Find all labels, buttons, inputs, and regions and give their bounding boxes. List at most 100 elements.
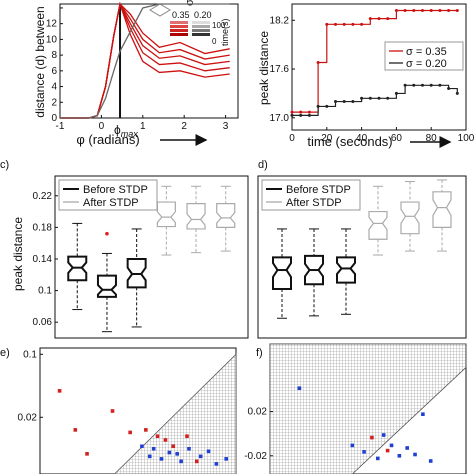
panel-a-xlabel: φ (radians) bbox=[76, 132, 139, 147]
panel-a-xtick-label: 3 bbox=[223, 121, 229, 132]
panel-b-xlabel: time (seconds) bbox=[307, 134, 392, 149]
panel-c-ytick-label: 0.06 bbox=[33, 317, 53, 328]
panel-e-blue-point bbox=[198, 454, 203, 459]
panel-b-series-point bbox=[334, 22, 337, 26]
panel-f-blue-point bbox=[428, 459, 433, 463]
panel-a-frame bbox=[59, 3, 239, 119]
panel-b-series-point bbox=[421, 9, 424, 13]
panel-f-blue-point bbox=[421, 412, 425, 416]
panel-d-frame bbox=[257, 175, 467, 339]
panel-b-series-point bbox=[299, 113, 303, 117]
inset-red-swatch-4 bbox=[170, 33, 188, 36]
panel-e-red-point bbox=[155, 434, 160, 438]
panel-c-label: c) bbox=[0, 159, 9, 171]
panel-b-series-point bbox=[342, 100, 346, 104]
panel-c-ytick-label: 0.18 bbox=[33, 222, 53, 233]
panel-c-ylabel: peak distance bbox=[11, 217, 25, 291]
panel-f-blue-point bbox=[397, 454, 402, 458]
panel-e-blue-point bbox=[159, 457, 164, 461]
panel-a-line-chart: distance (d) between φ (radians) 0.35 0.… bbox=[33, 0, 239, 147]
panel-d-box bbox=[336, 256, 356, 284]
panel-b-series-point bbox=[377, 96, 381, 100]
inset-gray-swatch-2 bbox=[192, 25, 210, 28]
panel-b-ytick-label: 17.0 bbox=[270, 113, 290, 124]
panel-b-series-point bbox=[455, 9, 459, 13]
panel-b-xtick-label: 0 bbox=[289, 133, 295, 144]
panel-a-ytick-label: 8 bbox=[51, 50, 57, 61]
panel-c-legend-entry: Before STDP bbox=[83, 184, 148, 196]
panel-a-ytick-label: 4 bbox=[51, 82, 57, 93]
panel-b-legend-entry: σ = 0.35 bbox=[406, 46, 447, 58]
panel-b-series-point bbox=[386, 17, 390, 21]
panel-e-red-point bbox=[110, 409, 115, 413]
inset-red-swatch-3 bbox=[170, 29, 188, 32]
panel-a-ytick-label: 0 bbox=[51, 113, 57, 124]
inset-time-tick-2: 0 bbox=[212, 37, 217, 46]
panel-d-box bbox=[272, 256, 292, 291]
panel-b-series-point bbox=[455, 91, 459, 95]
panel-f-ytick-label: -0.02 bbox=[244, 451, 267, 462]
panel-d-legend-entry: After STDP bbox=[286, 197, 342, 209]
inset-time-tick-1: 100 bbox=[212, 21, 226, 30]
inset-sigma-value-2: 0.20 bbox=[194, 10, 212, 20]
panel-b-legend-box bbox=[384, 41, 464, 71]
panel-e-red-point bbox=[128, 430, 132, 435]
panel-a-ytick-label: 6 bbox=[51, 66, 57, 77]
panel-e-red-point bbox=[195, 459, 199, 464]
panel-f-blue-point bbox=[362, 450, 366, 454]
panel-b-series-point bbox=[412, 83, 416, 87]
panel-c-box bbox=[186, 203, 206, 230]
panel-c-outlier bbox=[105, 231, 109, 236]
panel-a-xtick-label: 1 bbox=[140, 121, 146, 132]
panel-b-series-line bbox=[292, 84, 458, 116]
panel-f-blue-point bbox=[405, 446, 409, 450]
panel-c-box bbox=[96, 274, 117, 298]
panel-a-inset-legend: 0.35 0.20 σ time(s) 100 0 bbox=[149, 0, 230, 46]
inset-sigma-value-1: 0.35 bbox=[172, 10, 190, 20]
panel-b-line-chart: peak distance time (seconds) 0 20 40 60 80 10… bbox=[257, 3, 474, 149]
panel-f-blue-point bbox=[350, 443, 355, 448]
panel-a-xtick-label: 2 bbox=[181, 121, 187, 132]
panel-e-blue-point bbox=[140, 444, 144, 449]
panel-f-blue-point bbox=[389, 443, 394, 448]
inset-gray-swatch-1 bbox=[192, 21, 210, 24]
panel-a-ylabel: distance (d) between bbox=[33, 6, 47, 117]
panel-b-series-point bbox=[307, 110, 311, 114]
panel-b-ytick-label: 18.2 bbox=[270, 15, 290, 26]
panel-f-red-point bbox=[385, 448, 390, 453]
panel-d-box bbox=[368, 210, 388, 240]
panel-b-series-point bbox=[299, 110, 303, 114]
panel-a-ytick-label: 10 bbox=[46, 34, 58, 45]
panel-e-blue-point bbox=[167, 450, 172, 455]
panel-e-blue-point bbox=[179, 459, 183, 464]
panel-b-series-point bbox=[290, 110, 294, 114]
panel-b-series-point bbox=[360, 96, 364, 100]
panel-c-ytick-label: 0.14 bbox=[33, 254, 53, 265]
panel-e-red-point bbox=[185, 434, 189, 438]
panel-e-ytick-label: 0.02 bbox=[18, 412, 38, 423]
panel-f-blue-point bbox=[376, 456, 380, 461]
panel-b-series-point bbox=[342, 22, 346, 26]
panel-e-blue-point bbox=[214, 462, 219, 466]
panel-b-series-point bbox=[394, 91, 398, 95]
panel-a-phimax-label: ϕmax bbox=[114, 123, 138, 139]
panel-b-series-point bbox=[447, 9, 451, 13]
inset-sigma-label: σ bbox=[184, 0, 196, 6]
panel-e-red-point bbox=[57, 389, 62, 393]
panel-b-series-point bbox=[351, 22, 355, 26]
panel-b-series-point bbox=[403, 9, 407, 13]
panel-f-red-point bbox=[370, 435, 374, 440]
inset-gray-swatch-4 bbox=[192, 33, 210, 36]
panel-b-series-point bbox=[438, 83, 442, 87]
inset-red-swatch-1 bbox=[170, 21, 188, 24]
panel-b-xtick-label: 60 bbox=[391, 133, 403, 144]
panel-e-label: e) bbox=[0, 347, 10, 359]
panel-b-series-point bbox=[325, 104, 329, 108]
panel-b-legend-entry: σ = 0.20 bbox=[406, 58, 447, 70]
panel-d-box bbox=[432, 191, 452, 228]
panel-e-blue-point bbox=[224, 457, 228, 461]
panel-b-series-point bbox=[429, 9, 433, 13]
panel-b-series-point bbox=[368, 17, 372, 21]
panel-e-ytick-label: 0.1 bbox=[23, 349, 37, 360]
